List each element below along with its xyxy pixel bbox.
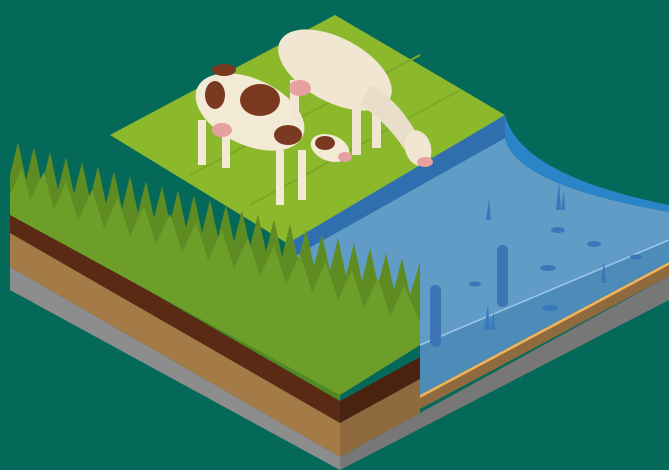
water-edge [419,239,669,346]
spot [315,136,335,150]
bank-curve [505,115,669,212]
bedrock-right [340,276,669,470]
water-front [420,240,669,395]
leg [198,120,206,165]
subsoil [10,233,340,457]
fish [630,254,642,260]
muzzle [417,157,433,167]
water-life [430,180,642,347]
muzzle [338,152,352,162]
fish [587,241,601,247]
soil-right-face [340,262,669,470]
topsoil-right [340,357,420,423]
bedrock [10,267,340,470]
leg [298,150,306,200]
leg [372,100,381,148]
udder [289,80,311,96]
fish [542,305,558,311]
bank-wall [285,115,505,256]
fish [551,227,565,233]
spot [274,125,302,145]
grass-highlight [10,168,420,395]
leg [290,80,299,120]
post [430,285,441,347]
spot [212,64,236,76]
topsoil [10,211,340,423]
weed [556,180,565,210]
spot [240,84,280,116]
leg [222,128,230,168]
head [404,130,432,166]
fish [469,281,481,287]
neck [360,85,420,150]
udder [212,123,232,137]
fish [540,265,556,271]
weed [601,261,606,283]
leg [276,150,284,205]
spot [205,81,225,109]
post [497,245,508,307]
weed [484,305,495,330]
sand-line [420,262,669,398]
weed [486,198,491,220]
cream-cow [278,29,433,167]
subsoil-right [340,379,420,457]
pasture [110,15,505,245]
body [278,29,392,111]
sediment [420,262,669,409]
leg [352,105,361,155]
spotted-cow [195,64,352,205]
